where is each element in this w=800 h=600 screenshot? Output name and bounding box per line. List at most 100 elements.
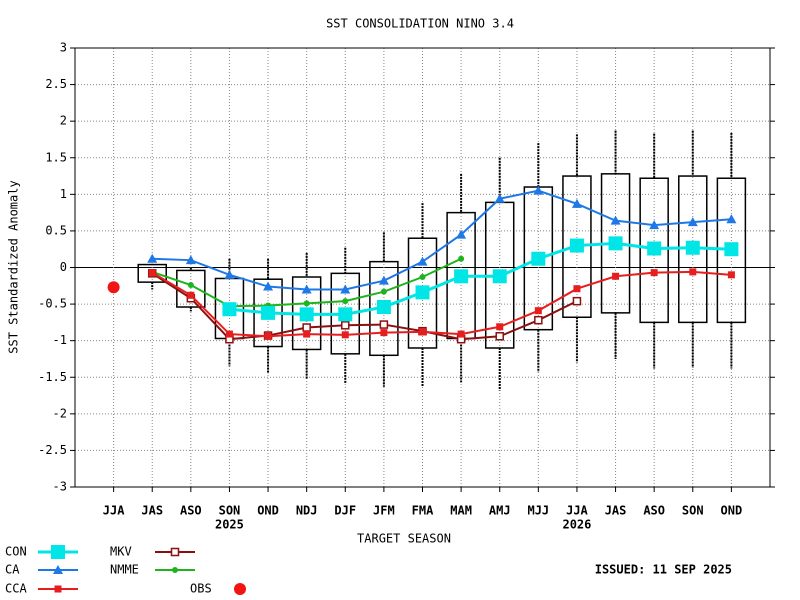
x-tick-label: JJA bbox=[103, 504, 125, 518]
series-marker bbox=[147, 253, 158, 263]
x-tick-label: FMA bbox=[412, 504, 434, 518]
year-label: 2025 bbox=[215, 518, 244, 532]
legend-label: MKV bbox=[110, 545, 132, 559]
x-tick-label: JJA bbox=[566, 504, 588, 518]
y-tick-label: 3 bbox=[60, 41, 67, 55]
year-label: 2026 bbox=[562, 518, 591, 532]
legend-marker bbox=[234, 583, 246, 595]
series-marker bbox=[608, 236, 623, 251]
y-tick-label: -2 bbox=[53, 406, 67, 420]
x-tick-label: JAS bbox=[141, 504, 163, 518]
series-line bbox=[151, 272, 578, 341]
series-marker bbox=[341, 331, 349, 339]
x-tick-label: ASO bbox=[643, 504, 665, 518]
y-axis-label: SST Standardized Anomaly bbox=[7, 180, 21, 353]
series-marker bbox=[687, 217, 698, 227]
y-tick-label: 0.5 bbox=[45, 223, 67, 237]
x-tick-label: MJJ bbox=[527, 504, 549, 518]
series-marker bbox=[342, 298, 349, 305]
box bbox=[716, 177, 747, 324]
x-tick-label: ASO bbox=[180, 504, 202, 518]
series-marker bbox=[415, 285, 430, 300]
y-tick-label: 2 bbox=[60, 114, 67, 128]
series-marker bbox=[458, 255, 465, 262]
legend-label: NMME bbox=[110, 563, 139, 577]
legend-marker bbox=[51, 545, 65, 559]
series-marker bbox=[303, 330, 311, 338]
box bbox=[137, 263, 167, 283]
series-marker bbox=[571, 198, 582, 208]
series-marker bbox=[454, 269, 469, 284]
series-marker bbox=[380, 329, 388, 337]
series-marker bbox=[303, 300, 310, 307]
series-marker bbox=[534, 315, 543, 325]
series-marker bbox=[534, 307, 542, 315]
y-tick-label: -2.5 bbox=[38, 443, 67, 457]
series-marker bbox=[689, 268, 697, 276]
series-marker bbox=[379, 320, 389, 329]
series-marker bbox=[376, 300, 391, 315]
series-marker bbox=[187, 282, 194, 289]
series-marker bbox=[724, 242, 739, 257]
series-marker bbox=[380, 288, 387, 295]
series-marker bbox=[224, 269, 235, 279]
box bbox=[639, 177, 669, 324]
y-tick-label: 0 bbox=[60, 260, 67, 274]
series-marker bbox=[340, 284, 351, 294]
y-tick-label: -0.5 bbox=[38, 297, 67, 311]
y-tick-label: 1 bbox=[60, 187, 67, 201]
series-marker bbox=[419, 274, 426, 281]
y-tick-label: 2.5 bbox=[45, 77, 67, 91]
series-marker bbox=[299, 307, 314, 322]
legend-marker bbox=[53, 565, 63, 574]
series-marker bbox=[647, 241, 662, 256]
series-marker bbox=[494, 193, 505, 203]
x-tick-label: DJF bbox=[334, 504, 356, 518]
legend-marker bbox=[172, 567, 178, 573]
series-marker bbox=[456, 229, 467, 239]
x-tick-label: OND bbox=[721, 504, 743, 518]
series-marker bbox=[496, 323, 504, 331]
series-marker bbox=[148, 269, 156, 277]
y-tick-label: 1.5 bbox=[45, 150, 67, 164]
series-marker bbox=[492, 269, 507, 284]
legend-marker bbox=[170, 547, 180, 557]
series-marker bbox=[457, 330, 465, 338]
legend-marker bbox=[54, 585, 62, 593]
series-marker bbox=[650, 269, 658, 277]
plot-frame bbox=[74, 47, 771, 488]
series-marker bbox=[533, 185, 544, 195]
legend-label: CCA bbox=[5, 582, 27, 596]
legend-label: CON bbox=[5, 545, 27, 559]
series-marker bbox=[301, 284, 312, 294]
series-line bbox=[152, 189, 732, 291]
series-marker bbox=[341, 321, 350, 330]
x-tick-label: SON bbox=[219, 504, 241, 518]
series-marker bbox=[225, 330, 233, 338]
x-tick-label: MAM bbox=[450, 504, 472, 518]
y-tick-label: -3 bbox=[53, 480, 67, 494]
x-tick-label: OND bbox=[257, 504, 279, 518]
series-marker bbox=[495, 332, 504, 341]
series-marker bbox=[610, 215, 621, 225]
series-marker bbox=[531, 251, 546, 266]
series-marker bbox=[185, 255, 196, 265]
x-tick-label: SON bbox=[682, 504, 704, 518]
y-tick-label: -1 bbox=[53, 333, 67, 347]
series-marker bbox=[263, 281, 274, 291]
series-marker bbox=[649, 220, 660, 230]
series-marker bbox=[107, 281, 120, 294]
series-marker bbox=[727, 271, 735, 279]
series-marker bbox=[261, 305, 276, 320]
series-line bbox=[151, 270, 732, 338]
series-marker bbox=[685, 240, 700, 255]
series-marker bbox=[417, 256, 428, 266]
box bbox=[562, 175, 592, 319]
series-marker bbox=[264, 332, 272, 340]
legend-label: CA bbox=[5, 563, 20, 577]
legend-label: OBS bbox=[190, 582, 212, 596]
series-marker bbox=[573, 285, 581, 293]
series-marker bbox=[569, 238, 584, 253]
